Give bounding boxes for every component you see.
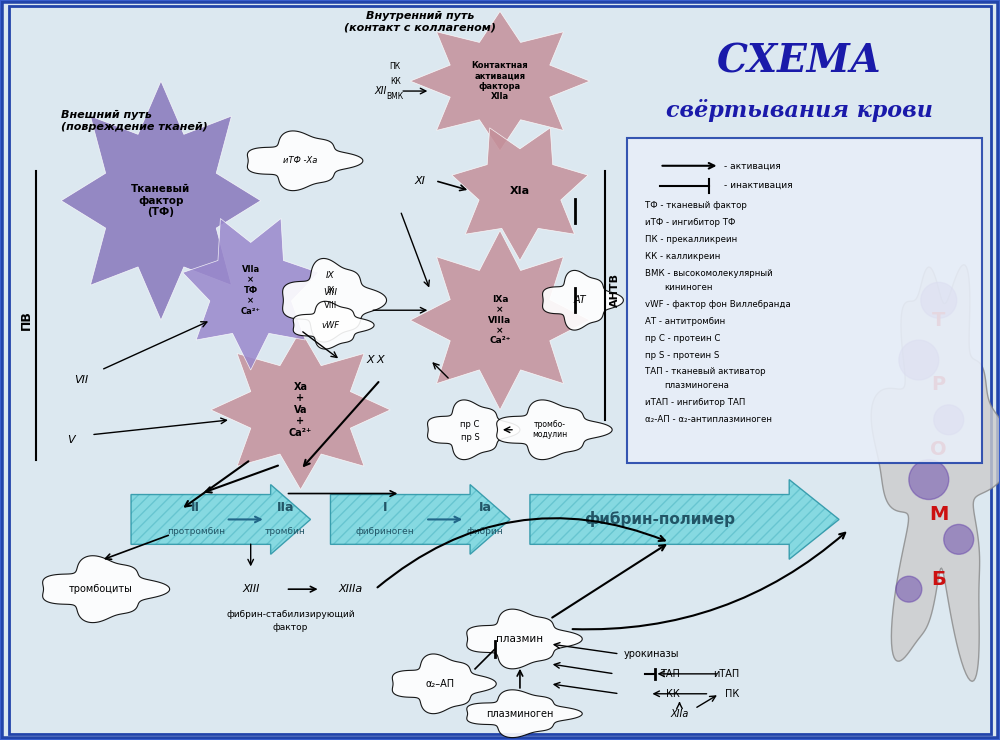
Polygon shape xyxy=(211,330,390,490)
Text: Внутренний путь
(контакт с коллагеном): Внутренний путь (контакт с коллагеном) xyxy=(344,10,496,32)
Text: - активация: - активация xyxy=(724,161,781,170)
Circle shape xyxy=(899,340,939,380)
Text: XIII: XIII xyxy=(242,584,259,594)
Text: X: X xyxy=(367,355,374,365)
Text: Контактная
активация
фактора
XIIa: Контактная активация фактора XIIa xyxy=(472,61,528,101)
Text: ТАП - тканевый активатор: ТАП - тканевый активатор xyxy=(645,368,765,377)
Text: КК - калликреин: КК - калликреин xyxy=(645,252,720,261)
Polygon shape xyxy=(61,81,261,320)
Circle shape xyxy=(921,283,957,318)
Text: пр S: пр S xyxy=(461,433,479,443)
Text: ПК: ПК xyxy=(390,61,401,70)
Polygon shape xyxy=(410,11,590,151)
Text: XIa: XIa xyxy=(510,186,530,195)
Text: иТАП - ингибитор ТАП: иТАП - ингибитор ТАП xyxy=(645,398,745,408)
Text: ПВ: ПВ xyxy=(20,310,33,330)
Text: VII: VII xyxy=(74,375,88,385)
Polygon shape xyxy=(452,128,588,260)
Text: ВМК - высокомолекулярный: ВМК - высокомолекулярный xyxy=(645,269,772,278)
Polygon shape xyxy=(283,258,387,342)
Text: тромбо-
модулин: тромбо- модулин xyxy=(532,420,567,440)
Text: V: V xyxy=(67,434,75,445)
FancyBboxPatch shape xyxy=(627,138,982,462)
Text: ВМК: ВМК xyxy=(387,92,404,101)
Text: иТФ - ингибитор ТФ: иТФ - ингибитор ТФ xyxy=(645,218,735,227)
Text: плазминогена: плазминогена xyxy=(665,381,729,391)
Text: ПК: ПК xyxy=(725,689,739,699)
Text: тромбоциты: тромбоциты xyxy=(69,584,133,594)
Text: АТ: АТ xyxy=(573,295,586,306)
Text: II: II xyxy=(191,501,200,514)
Polygon shape xyxy=(497,400,612,460)
Text: пр S - протеин S: пр S - протеин S xyxy=(645,351,719,360)
Text: Внешний путь
(повреждение тканей): Внешний путь (повреждение тканей) xyxy=(61,110,208,132)
Polygon shape xyxy=(131,485,311,554)
Polygon shape xyxy=(530,480,839,559)
Text: IX: IX xyxy=(326,271,335,280)
Text: фактор: фактор xyxy=(273,622,308,631)
Polygon shape xyxy=(467,690,582,738)
Text: α₂-АП - α₂-антиплазминоген: α₂-АП - α₂-антиплазминоген xyxy=(645,415,772,424)
Polygon shape xyxy=(183,218,319,370)
Text: пр С: пр С xyxy=(460,420,480,429)
Text: плазминоген: плазминоген xyxy=(486,709,554,719)
Text: XIIIa: XIIIa xyxy=(338,584,363,594)
Text: vWF - фактор фон Виллебранда: vWF - фактор фон Виллебранда xyxy=(645,300,790,309)
Polygon shape xyxy=(293,301,374,349)
Text: ТАП: ТАП xyxy=(660,669,680,679)
Text: IXa
×
VIIIa
×
Ca²⁺: IXa × VIIIa × Ca²⁺ xyxy=(488,295,512,346)
Polygon shape xyxy=(410,231,590,410)
Text: КК: КК xyxy=(666,689,680,699)
Text: Р: Р xyxy=(932,375,946,394)
Text: фибриноген: фибриноген xyxy=(356,527,415,536)
Text: пр С - протеин С: пр С - протеин С xyxy=(645,334,720,343)
Polygon shape xyxy=(330,485,510,554)
Text: Т: Т xyxy=(932,311,945,330)
Text: VIII: VIII xyxy=(323,288,337,297)
Text: Xa
+
Va
+
Ca²⁺: Xa + Va + Ca²⁺ xyxy=(289,382,312,438)
Circle shape xyxy=(934,405,964,435)
Text: α₂–АП: α₂–АП xyxy=(426,679,455,689)
Text: X: X xyxy=(377,355,384,365)
Text: фибрин-полимер: фибрин-полимер xyxy=(584,511,735,528)
Text: фибрин-стабилизирующий: фибрин-стабилизирующий xyxy=(226,610,355,619)
Polygon shape xyxy=(871,265,1000,682)
Text: VIII: VIII xyxy=(324,300,337,310)
Text: - инактивация: - инактивация xyxy=(724,181,793,190)
Text: Тканевый
фактор
(ТФ): Тканевый фактор (ТФ) xyxy=(131,184,191,218)
Text: VIIa
×
ТФ
×
Ca²⁺: VIIa × ТФ × Ca²⁺ xyxy=(241,265,261,315)
Polygon shape xyxy=(543,270,623,330)
Text: IIa: IIa xyxy=(277,501,294,514)
Polygon shape xyxy=(467,609,582,669)
Text: ПК - прекалликреин: ПК - прекалликреин xyxy=(645,235,737,244)
Text: АТ - антитромбин: АТ - антитромбин xyxy=(645,317,725,326)
Text: КК: КК xyxy=(390,76,401,86)
Text: свёртывания крови: свёртывания крови xyxy=(666,99,933,123)
Text: IX: IX xyxy=(326,286,335,295)
Text: фибрин: фибрин xyxy=(467,527,503,536)
Text: иТФ -Ха: иТФ -Ха xyxy=(283,156,318,165)
Circle shape xyxy=(944,525,974,554)
Text: М: М xyxy=(929,505,948,524)
Text: ТФ - тканевый фактор: ТФ - тканевый фактор xyxy=(645,201,746,210)
Text: тромбин: тромбин xyxy=(265,527,306,536)
Text: АНТВ: АНТВ xyxy=(610,273,620,307)
Text: Ia: Ia xyxy=(479,501,492,514)
Text: протромбин: протромбин xyxy=(167,527,225,536)
Text: XII: XII xyxy=(374,86,387,96)
Text: СХЕМА: СХЕМА xyxy=(716,42,882,80)
Polygon shape xyxy=(392,654,496,713)
Polygon shape xyxy=(43,556,170,622)
Polygon shape xyxy=(428,400,520,460)
Polygon shape xyxy=(247,131,363,191)
Text: О: О xyxy=(930,440,947,460)
Text: XIIa: XIIa xyxy=(670,709,689,719)
Text: плазмин: плазмин xyxy=(496,634,544,644)
Text: кининоген: кининоген xyxy=(665,283,713,292)
Circle shape xyxy=(909,460,949,500)
Text: I: I xyxy=(383,501,388,514)
Text: XI: XI xyxy=(415,175,426,186)
Text: vWF: vWF xyxy=(321,320,340,329)
Circle shape xyxy=(896,576,922,602)
